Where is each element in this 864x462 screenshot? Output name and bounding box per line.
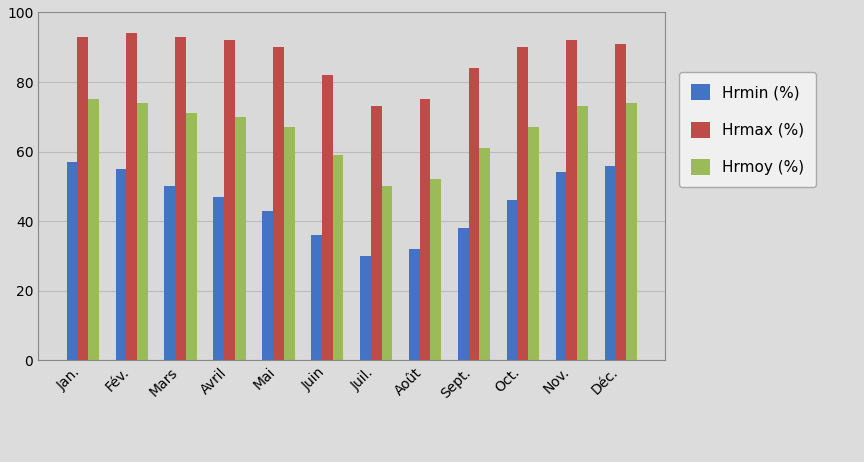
Bar <box>458 228 468 360</box>
Bar <box>235 117 245 360</box>
Bar <box>615 44 626 360</box>
Bar <box>430 179 442 360</box>
Bar <box>382 186 392 360</box>
Bar <box>213 197 224 360</box>
Bar <box>273 47 283 360</box>
Bar <box>137 103 148 360</box>
Bar <box>88 99 99 360</box>
Bar <box>164 186 175 360</box>
Bar <box>626 103 637 360</box>
Bar <box>311 235 322 360</box>
Bar <box>556 172 567 360</box>
Bar <box>420 99 430 360</box>
Bar <box>126 33 137 360</box>
Bar <box>518 47 528 360</box>
Bar <box>263 211 273 360</box>
Bar <box>175 37 186 360</box>
Bar <box>506 201 518 360</box>
Bar <box>468 68 480 360</box>
Legend: Hrmin (%), Hrmax (%), Hrmoy (%): Hrmin (%), Hrmax (%), Hrmoy (%) <box>679 72 816 188</box>
Bar <box>567 40 577 360</box>
Bar <box>322 75 333 360</box>
Bar <box>67 162 78 360</box>
Bar <box>528 127 539 360</box>
Bar <box>116 169 126 360</box>
Bar <box>333 155 343 360</box>
Bar <box>371 106 382 360</box>
Bar <box>409 249 420 360</box>
Bar <box>186 113 197 360</box>
Bar <box>224 40 235 360</box>
Bar <box>360 256 371 360</box>
Bar <box>283 127 295 360</box>
Bar <box>480 148 490 360</box>
Bar <box>605 165 615 360</box>
Bar <box>577 106 588 360</box>
Bar <box>78 37 88 360</box>
